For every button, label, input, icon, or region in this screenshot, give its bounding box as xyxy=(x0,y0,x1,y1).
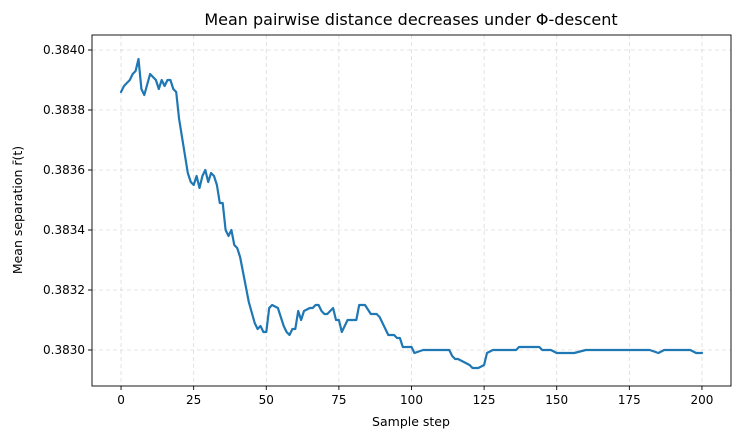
x-axis: 0 25 50 75 100 125 150 175 200 xyxy=(117,386,713,407)
y-tick-label: 0.3836 xyxy=(43,163,85,177)
x-tick-label: 25 xyxy=(186,393,201,407)
y-tick-label: 0.3834 xyxy=(43,223,85,237)
y-tick-label: 0.3832 xyxy=(43,283,85,297)
x-tick-label: 50 xyxy=(259,393,274,407)
grid-lines xyxy=(92,35,731,386)
x-tick-label: 175 xyxy=(618,393,641,407)
series-layer xyxy=(119,57,704,370)
x-tick-label: 0 xyxy=(117,393,125,407)
chart-title: Mean pairwise distance decreases under Φ… xyxy=(204,10,617,29)
x-tick-label: 200 xyxy=(691,393,714,407)
x-tick-label: 125 xyxy=(473,393,496,407)
x-tick-label: 150 xyxy=(545,393,568,407)
y-axis-label: Mean separation r̄(t) xyxy=(10,146,25,274)
y-tick-label: 0.3838 xyxy=(43,103,85,117)
x-tick-label: 75 xyxy=(331,393,346,407)
y-tick-label: 0.3840 xyxy=(43,43,85,57)
y-tick-label: 0.3830 xyxy=(43,343,85,357)
x-axis-label: Sample step xyxy=(372,414,450,429)
series-line xyxy=(119,57,704,370)
y-axis: 0.3830 0.3832 0.3834 0.3836 0.3838 0.3840 xyxy=(43,43,92,357)
x-tick-label: 100 xyxy=(400,393,423,407)
